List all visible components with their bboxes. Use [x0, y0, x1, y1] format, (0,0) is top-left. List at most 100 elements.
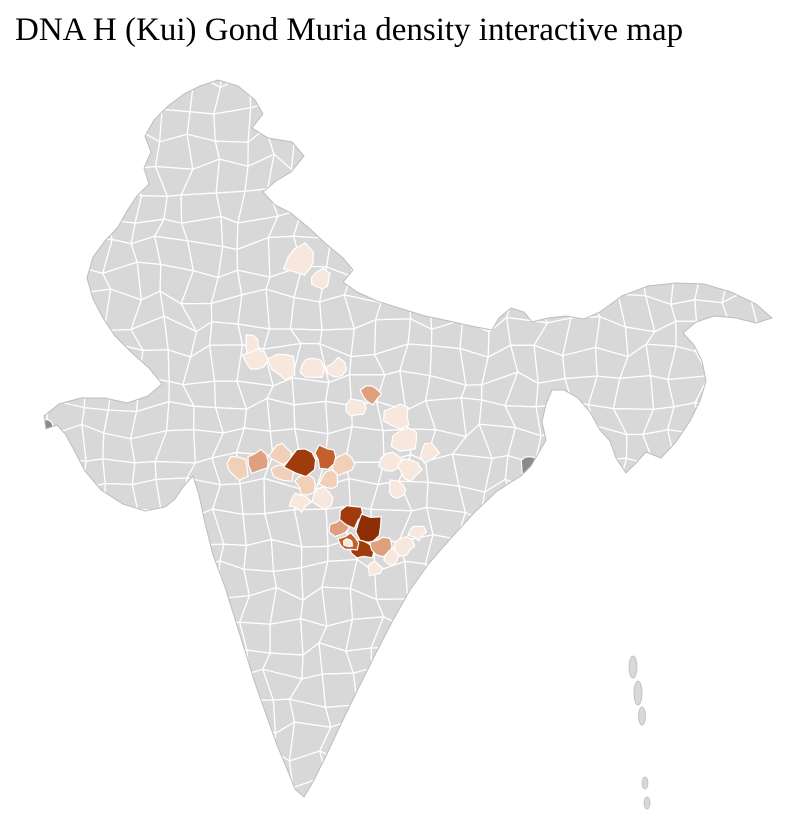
district-cell[interactable] [531, 291, 572, 324]
district-cell[interactable] [591, 269, 624, 303]
district-cell[interactable] [318, 749, 357, 785]
district-cell[interactable] [264, 75, 305, 105]
district-cell[interactable] [396, 57, 430, 83]
district-cell[interactable] [400, 779, 428, 818]
district-cell[interactable] [776, 616, 797, 644]
district-cell[interactable] [776, 299, 797, 325]
district-cell[interactable] [727, 751, 761, 785]
district-cell[interactable] [45, 540, 84, 574]
district-cell[interactable] [351, 126, 387, 167]
district-cell[interactable] [82, 189, 109, 221]
district-cell[interactable] [106, 100, 140, 131]
district-cell[interactable] [28, 642, 57, 681]
district-cell[interactable] [346, 752, 379, 784]
district-cell[interactable] [785, 682, 797, 706]
district-cell[interactable] [669, 668, 706, 709]
district-cell[interactable] [507, 750, 538, 790]
district-cell[interactable] [21, 435, 58, 461]
district-cell[interactable] [24, 162, 61, 191]
district-cell[interactable] [708, 728, 729, 762]
district-cell[interactable] [561, 424, 595, 462]
district-cell[interactable] [402, 108, 428, 139]
district-cell[interactable] [129, 562, 171, 598]
district-cell[interactable] [562, 804, 592, 827]
district-cell[interactable] [535, 775, 575, 805]
district-highlight[interactable] [359, 385, 383, 406]
district-highlight[interactable] [339, 504, 364, 530]
district-cell[interactable] [629, 811, 646, 827]
district-cell[interactable] [760, 185, 791, 217]
district-cell[interactable] [483, 640, 517, 674]
district-highlight[interactable] [311, 486, 334, 510]
district-cell[interactable] [666, 131, 699, 166]
district-cell[interactable] [138, 349, 170, 383]
district-cell[interactable] [673, 723, 710, 762]
district-cell[interactable] [457, 52, 485, 83]
district-cell[interactable] [541, 588, 574, 623]
district-cell[interactable] [56, 130, 89, 165]
district-cell[interactable] [428, 269, 468, 304]
district-highlight[interactable] [326, 356, 347, 378]
district-cell[interactable] [750, 676, 785, 705]
district-cell[interactable] [650, 612, 670, 650]
district-cell[interactable] [248, 74, 269, 109]
district-cell[interactable] [377, 776, 413, 811]
district-cell[interactable] [779, 802, 797, 827]
district-cell[interactable] [184, 560, 221, 600]
district-cell[interactable] [612, 374, 655, 411]
district-cell[interactable] [561, 538, 603, 568]
district-cell[interactable] [788, 727, 797, 760]
district-cell[interactable] [753, 489, 791, 510]
district-cell[interactable] [77, 76, 112, 103]
district-cell[interactable] [585, 614, 622, 655]
district-cell[interactable] [48, 695, 86, 732]
district-highlight[interactable] [355, 513, 382, 544]
district-cell[interactable] [77, 614, 111, 647]
district-cell[interactable] [668, 704, 710, 732]
district-cell[interactable] [731, 347, 762, 386]
district-cell[interactable] [747, 268, 790, 300]
district-cell[interactable] [481, 184, 517, 223]
district-cell[interactable] [50, 589, 79, 621]
district-cell[interactable] [751, 75, 779, 111]
district-cell[interactable] [107, 370, 141, 413]
district-cell[interactable] [695, 811, 730, 827]
district-cell[interactable] [585, 457, 628, 489]
district-cell[interactable] [505, 126, 545, 167]
district-cell[interactable] [131, 647, 160, 675]
district-cell[interactable] [269, 618, 304, 656]
district-cell[interactable] [22, 130, 61, 165]
district-cell[interactable] [509, 543, 540, 564]
district-cell[interactable] [348, 104, 387, 129]
district-cell[interactable] [728, 505, 762, 548]
district-cell[interactable] [45, 559, 77, 602]
district-cell[interactable] [239, 477, 266, 516]
district-cell[interactable] [295, 75, 322, 117]
district-cell[interactable] [320, 50, 357, 77]
district-cell[interactable] [318, 187, 347, 216]
district-cell[interactable] [777, 405, 797, 428]
district-cell[interactable] [477, 77, 521, 117]
district-cell[interactable] [720, 127, 763, 170]
district-cell[interactable] [537, 612, 567, 654]
district-cell[interactable] [615, 132, 643, 164]
district-cell[interactable] [463, 237, 491, 271]
district-cell[interactable] [700, 185, 732, 210]
district-cell[interactable] [753, 586, 781, 629]
district-cell[interactable] [48, 50, 79, 77]
district-cell[interactable] [300, 183, 320, 213]
district-cell[interactable] [667, 647, 703, 672]
district-cell[interactable] [294, 103, 322, 143]
district-cell[interactable] [25, 371, 52, 403]
district-cell[interactable] [695, 668, 735, 708]
district-cell[interactable] [0, 289, 21, 331]
district-cell[interactable] [673, 753, 710, 788]
district-cell[interactable] [0, 728, 32, 755]
district-cell[interactable] [759, 425, 782, 464]
district-cell[interactable] [673, 51, 710, 90]
district-cell[interactable] [134, 56, 163, 83]
district-cell[interactable] [79, 696, 115, 732]
district-cell[interactable] [183, 720, 225, 758]
district-cell[interactable] [725, 802, 759, 827]
district-cell[interactable] [26, 60, 54, 83]
